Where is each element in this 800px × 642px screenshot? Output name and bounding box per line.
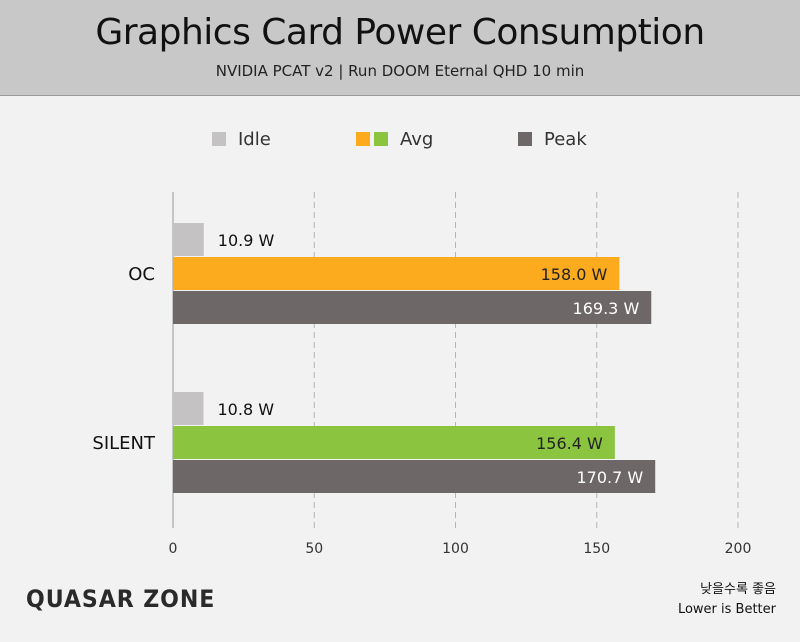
data-label-silent-peak: 170.7 W <box>577 468 644 487</box>
footer-note: 낮을수록 좋음 Lower is Better <box>678 580 776 620</box>
x-tick-label-50: 50 <box>305 541 323 557</box>
data-label-oc-idle: 10.9 W <box>218 231 275 250</box>
footer-note-korean: 낮을수록 좋음 <box>700 582 776 597</box>
legend-avg-swatch-oc <box>356 132 370 146</box>
category-label-silent: SILENT <box>92 433 156 454</box>
x-tick-label-0: 0 <box>169 541 178 557</box>
x-tick-label-100: 100 <box>442 541 469 557</box>
legend-idle: Idle <box>212 127 271 151</box>
legend-idle-label: Idle <box>238 128 271 150</box>
legend-avg-label: Avg <box>400 128 434 150</box>
bar-silent-peak <box>173 460 656 493</box>
legend-avg: Avg <box>356 127 433 151</box>
x-tick-label-150: 150 <box>583 541 610 557</box>
x-tick-label-200: 200 <box>725 541 752 557</box>
bar-silent-idle <box>173 392 204 425</box>
bar-oc-idle <box>173 223 204 256</box>
bar-oc-peak <box>173 291 652 324</box>
data-label-silent-avg: 156.4 W <box>536 434 603 453</box>
category-label-oc: OC <box>128 264 155 285</box>
bar-silent-avg <box>173 426 615 459</box>
footer-note-english: Lower is Better <box>677 602 776 617</box>
data-label-oc-peak: 169.3 W <box>573 299 640 318</box>
chart-subtitle: NVIDIA PCAT v2 | Run DOOM Eternal QHD 10… <box>215 62 585 80</box>
data-label-oc-avg: 158.0 W <box>541 265 608 284</box>
header-banner: Graphics Card Power Consumption NVIDIA P… <box>0 0 800 96</box>
quasarzone-logo: QUASAR ZONE <box>26 585 216 613</box>
bar-oc-avg <box>173 257 620 290</box>
chart-title: Graphics Card Power Consumption <box>95 12 705 53</box>
legend-peak-label: Peak <box>544 128 587 150</box>
data-label-silent-idle: 10.8 W <box>218 400 275 419</box>
legend: Idle Avg Peak <box>0 127 800 151</box>
legend-peak-swatch <box>518 132 532 146</box>
legend-idle-swatch <box>212 132 226 146</box>
legend-avg-swatch-silent <box>374 132 388 146</box>
legend-peak: Peak <box>518 127 587 151</box>
